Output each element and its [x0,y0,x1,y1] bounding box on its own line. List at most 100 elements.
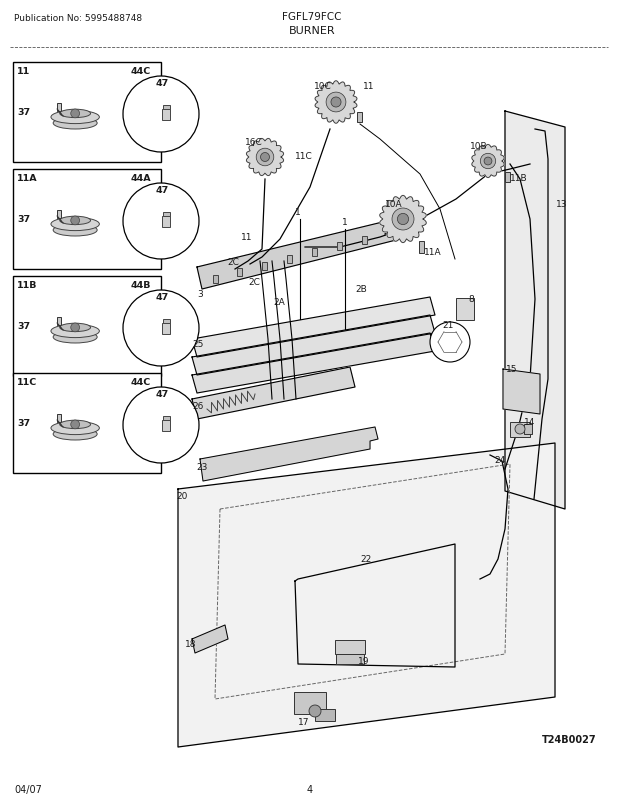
Polygon shape [246,140,283,176]
Circle shape [392,209,414,231]
Circle shape [256,149,274,167]
Text: 47: 47 [156,293,169,302]
Text: 10B: 10B [470,142,487,151]
Text: 24: 24 [494,456,505,464]
Ellipse shape [60,421,91,429]
Text: 11A: 11A [424,248,441,257]
Bar [420,241,425,253]
Bar [262,263,267,270]
Text: 44C: 44C [131,67,151,76]
Ellipse shape [60,324,91,332]
Text: 16C: 16C [245,138,263,147]
Circle shape [515,424,525,435]
Text: T24B0027: T24B0027 [542,734,597,744]
Text: 11: 11 [363,82,374,91]
Ellipse shape [53,428,97,440]
Bar [456,298,474,321]
Bar [57,318,61,326]
Text: 37: 37 [17,322,30,330]
Text: BURNER: BURNER [289,26,335,36]
Polygon shape [192,367,355,419]
Text: 10A: 10A [385,200,402,209]
Polygon shape [197,220,400,290]
Text: 23: 23 [196,463,207,472]
Bar [505,172,510,183]
Bar [335,640,365,654]
Text: 25: 25 [192,339,203,349]
Ellipse shape [53,118,97,130]
Circle shape [71,420,79,429]
Text: 20: 20 [176,492,187,500]
Text: 44B: 44B [131,281,151,290]
Text: 44C: 44C [131,378,151,387]
Text: Publication No: 5995488748: Publication No: 5995488748 [14,14,142,23]
Bar [162,109,170,120]
Text: 11C: 11C [17,378,37,387]
Text: 11B: 11B [510,174,528,183]
Polygon shape [192,626,228,653]
Text: 2C: 2C [248,277,260,286]
Text: 3: 3 [197,290,203,298]
Bar [294,692,326,714]
Bar [162,320,169,323]
Bar [524,424,532,435]
Text: 2A: 2A [273,298,285,306]
Circle shape [71,217,79,225]
Ellipse shape [51,325,99,338]
Text: 11B: 11B [17,281,37,290]
Bar [13,63,161,163]
Text: 4: 4 [307,784,313,794]
Polygon shape [192,316,435,375]
Bar [337,243,342,251]
Bar [315,709,335,721]
Text: 37: 37 [17,107,30,117]
Ellipse shape [60,217,91,225]
Bar [162,213,169,217]
Ellipse shape [53,331,97,343]
Polygon shape [192,298,435,358]
Circle shape [71,323,79,332]
Polygon shape [315,82,357,124]
Text: 11: 11 [17,67,30,76]
Bar [162,420,170,431]
Bar [358,113,363,123]
Text: 21: 21 [442,321,454,330]
Bar [57,211,61,219]
Circle shape [430,322,470,363]
Polygon shape [192,334,435,394]
Bar [213,276,218,284]
Bar [13,170,161,269]
Circle shape [123,184,199,260]
Circle shape [309,705,321,717]
Text: 8: 8 [468,294,474,304]
Bar [312,249,317,257]
Bar [162,217,170,227]
Text: 47: 47 [156,390,169,399]
Text: 37: 37 [17,419,30,427]
Text: 18: 18 [185,639,197,648]
Polygon shape [200,427,378,481]
Circle shape [123,77,199,153]
Polygon shape [505,111,565,509]
Polygon shape [472,145,504,178]
Polygon shape [178,444,555,747]
Bar [162,416,169,420]
Text: 15: 15 [506,365,518,374]
Bar [57,104,61,111]
Circle shape [331,98,341,108]
Ellipse shape [51,422,99,435]
Circle shape [484,158,492,166]
Text: 22: 22 [360,554,371,563]
Bar [510,422,530,437]
Circle shape [397,214,409,225]
Text: 1: 1 [295,208,301,217]
Bar [57,415,61,423]
Ellipse shape [53,225,97,237]
Text: 13: 13 [556,200,567,209]
Bar [162,323,170,334]
Text: 37: 37 [17,215,30,224]
Bar [237,269,242,277]
Bar [363,237,368,245]
Ellipse shape [51,111,99,124]
Text: 11A: 11A [17,174,38,183]
